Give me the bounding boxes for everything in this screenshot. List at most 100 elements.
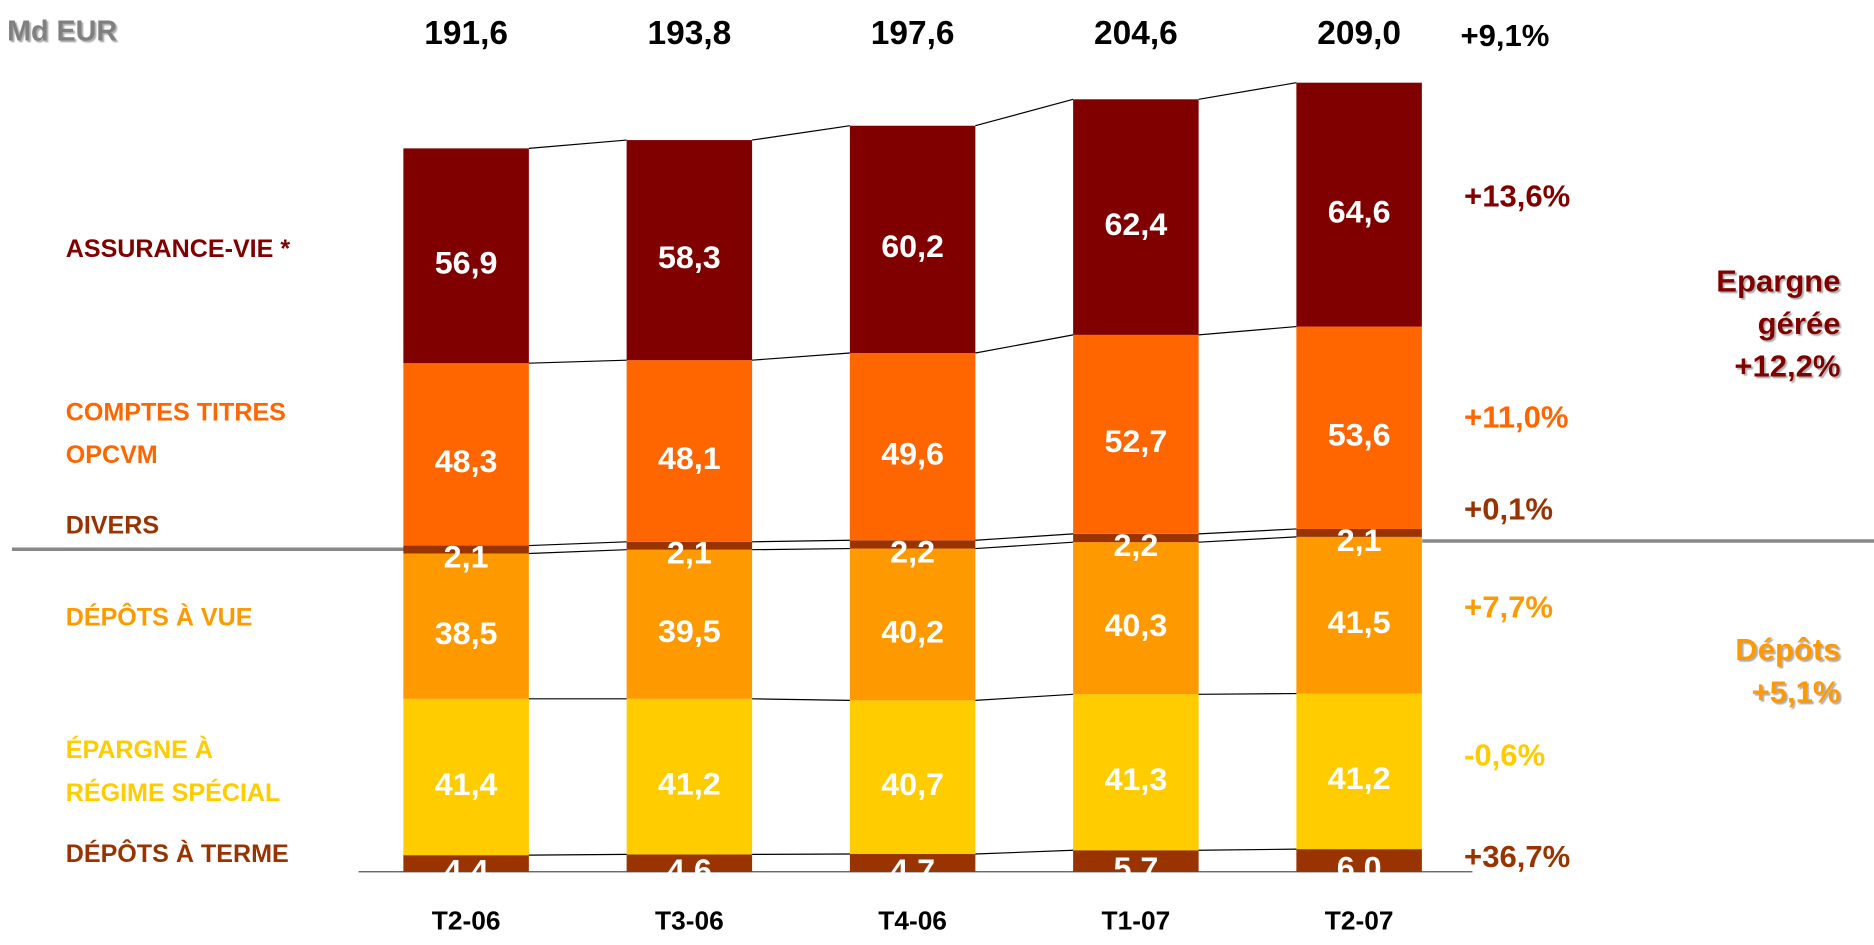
bar-segment (403, 363, 529, 546)
series-change: -0,6% (1464, 737, 1545, 772)
bar-segment (403, 545, 529, 554)
bar-segment (1073, 533, 1199, 543)
value-label: 41,2 (1328, 760, 1391, 796)
bar-segment (403, 855, 529, 872)
group-label: Dépôts +5,1% (1735, 632, 1840, 709)
series-name: DIVERS (66, 512, 159, 540)
value-label: 41,4 (435, 766, 498, 802)
connector (1198, 82, 1297, 100)
connector (528, 359, 627, 364)
value-label: 62,4 (1104, 206, 1167, 242)
value-label: 5,7 (1113, 850, 1158, 886)
total-label: 209,0 (1317, 15, 1401, 52)
value-label: 41,3 (1104, 761, 1167, 797)
connector (975, 533, 1074, 541)
bar-segment (1296, 849, 1422, 872)
bar-segment (849, 854, 976, 872)
bar-segment (626, 854, 753, 872)
value-label: 2,2 (1113, 527, 1158, 563)
bar-segment (849, 353, 976, 541)
value-label: 60,2 (881, 228, 944, 264)
bar-segment (849, 540, 976, 549)
value-label: 58,3 (658, 239, 721, 275)
bar-segment (626, 140, 753, 361)
bar-segment (626, 360, 753, 542)
value-label: 2,1 (444, 539, 489, 575)
connector (528, 541, 627, 547)
value-label: 48,3 (435, 443, 498, 479)
bar-segment (403, 553, 529, 699)
unit-label: Md EUR (7, 16, 117, 48)
bar-segment (849, 548, 976, 701)
bar-segment (1073, 850, 1199, 872)
value-label: 53,6 (1328, 417, 1391, 453)
x-tick-label: T3-06 (655, 906, 724, 936)
bar-segment (849, 125, 976, 354)
connector (752, 352, 850, 361)
value-label: 40,2 (881, 614, 944, 650)
total-label: 197,6 (871, 15, 955, 52)
series-change: +13,6% (1464, 179, 1570, 214)
series-name: DÉPÔTS À TERME (66, 838, 289, 868)
bar-segment (403, 148, 529, 364)
x-tick-label: T4-06 (878, 906, 947, 936)
value-label: 41,5 (1328, 604, 1391, 640)
value-label: 4,7 (890, 852, 935, 888)
connector (975, 334, 1074, 354)
x-tick-label: T2-06 (432, 906, 501, 936)
connector (1198, 848, 1297, 851)
bar-segment (1073, 542, 1199, 695)
bar-segment (1296, 536, 1422, 694)
bar-segment (626, 541, 753, 550)
series-name: ASSURANCE-VIE * (66, 235, 291, 263)
series-name: DÉPÔTS À VUE (66, 602, 253, 632)
value-label: 41,2 (658, 766, 721, 802)
connector (1198, 528, 1297, 535)
bar-segment (849, 700, 976, 855)
value-label: 48,1 (658, 440, 721, 476)
bar-segment (626, 698, 753, 855)
bar-segment (626, 549, 753, 699)
group-label: Epargne gérée +12,2% (1716, 264, 1840, 384)
value-label: 39,5 (658, 613, 721, 649)
bar-segment (1296, 82, 1422, 327)
bar-segment (1073, 99, 1199, 335)
x-tick-label: T1-07 (1102, 906, 1171, 936)
x-tick-label: T2-07 (1325, 906, 1394, 936)
connector (1198, 692, 1297, 695)
series-change: +7,7% (1464, 590, 1553, 625)
connector (1198, 325, 1297, 336)
value-label: 2,1 (1337, 522, 1382, 558)
connector (528, 853, 627, 856)
connector (528, 549, 627, 555)
connector (752, 125, 850, 141)
bar-segment (1073, 694, 1199, 851)
connector (752, 547, 850, 551)
value-label: 6,0 (1337, 849, 1382, 885)
value-label: 40,7 (881, 766, 944, 802)
connector (975, 98, 1074, 127)
bar-segment (1073, 334, 1199, 534)
value-label: 2,1 (667, 535, 712, 571)
connector (752, 698, 850, 701)
series-change: +36,7% (1464, 839, 1570, 874)
total-label: 193,8 (647, 15, 731, 52)
bar-segment (403, 698, 529, 856)
value-label: 4,4 (444, 852, 489, 888)
value-label: 49,6 (881, 436, 944, 472)
connector (1198, 536, 1297, 543)
total-change: +9,1% (1460, 18, 1549, 53)
connector (752, 539, 850, 543)
series-name: COMPTES TITRES OPCVM (66, 398, 286, 468)
series-change: +11,0% (1464, 400, 1568, 435)
bar-segment (1296, 528, 1422, 537)
connector (975, 693, 1074, 701)
total-label: 204,6 (1094, 15, 1178, 52)
value-label: 56,9 (435, 245, 498, 281)
bar-segment (1296, 693, 1422, 850)
value-label: 64,6 (1328, 194, 1391, 230)
value-label: 2,2 (890, 533, 935, 569)
series-name: ÉPARGNE À RÉGIME SPÉCIAL (66, 735, 281, 806)
